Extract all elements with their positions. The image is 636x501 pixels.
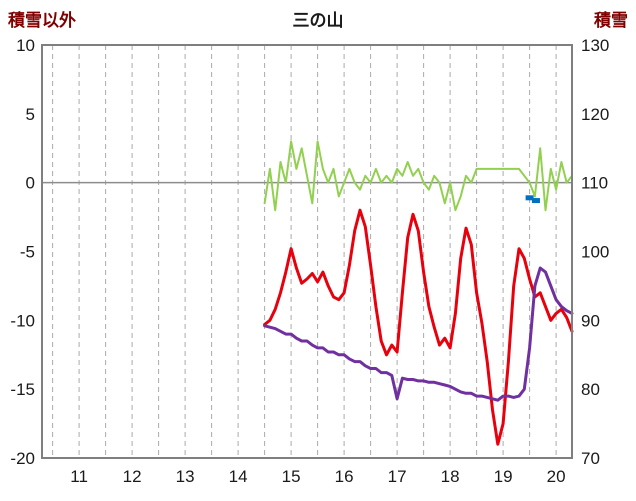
y-tick-label-left: -20 (10, 449, 35, 468)
y-tick-label-right: 130 (581, 36, 609, 55)
y-tick-label-left: 0 (26, 174, 35, 193)
x-tick-label: 12 (123, 467, 142, 486)
x-tick-label: 17 (388, 467, 407, 486)
x-tick-label: 11 (70, 467, 88, 486)
y-tick-label-left: -15 (10, 380, 35, 399)
y-tick-label-left: -10 (10, 311, 35, 330)
x-tick-label: 19 (494, 467, 513, 486)
y-tick-label-left: 5 (26, 105, 35, 124)
x-tick-label: 16 (335, 467, 354, 486)
plot-background (42, 45, 572, 458)
y-tick-label-left: -5 (20, 243, 35, 262)
x-tick-label: 13 (176, 467, 195, 486)
green-line (263, 140, 573, 212)
y-tick-label-left: 10 (16, 36, 35, 55)
chart-title: 三の山 (292, 11, 344, 30)
right-axis-title: 積雪 (594, 11, 628, 30)
y-tick-label-right: 100 (581, 243, 609, 262)
blue-marks (531, 198, 540, 204)
y-tick-label-right: 80 (581, 380, 600, 399)
y-tick-label-right: 120 (581, 105, 609, 124)
x-tick-label: 15 (282, 467, 301, 486)
y-tick-label-right: 110 (581, 174, 608, 193)
y-tick-label-right: 70 (581, 449, 600, 468)
x-tick-label: 20 (547, 467, 566, 486)
left-axis-title: 積雪以外 (8, 11, 76, 30)
y-tick-label-right: 90 (581, 311, 600, 330)
purple-line (263, 266, 574, 402)
red-line (263, 208, 574, 446)
blue-marks (525, 195, 534, 201)
plot-frame (41, 44, 573, 459)
x-tick-label: 14 (229, 467, 248, 486)
x-tick-label: 18 (441, 467, 460, 486)
